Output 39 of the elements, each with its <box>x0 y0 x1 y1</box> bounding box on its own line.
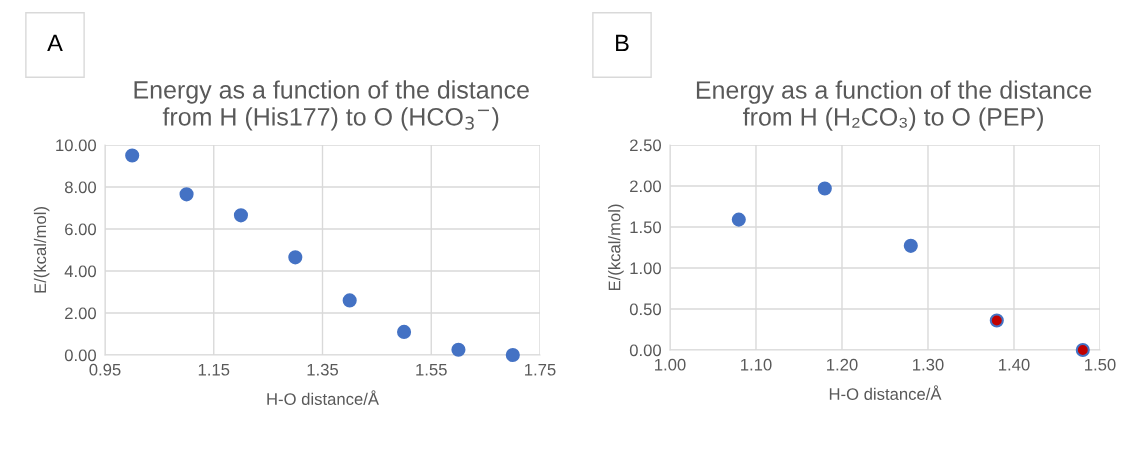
y-tick-label: 2.00 <box>65 307 97 320</box>
x-tick-label: 1.75 <box>525 363 556 376</box>
y-axis-title: E/(kcal/mol) <box>608 204 624 291</box>
point <box>505 347 520 363</box>
y-tick-label: 6.00 <box>65 223 97 236</box>
text: A <box>47 34 63 52</box>
point <box>125 148 140 163</box>
point <box>342 293 357 308</box>
y-tick-label: 10.00 <box>56 139 97 152</box>
y-tick-label: 1.50 <box>630 221 662 234</box>
point <box>288 250 303 265</box>
x-tick-label: 1.15 <box>198 363 230 376</box>
y-tick-label: 4.00 <box>64 265 97 278</box>
point <box>397 324 412 339</box>
y-tick-label: 0.50 <box>629 303 662 316</box>
y-tick-label: 1.00 <box>630 262 662 275</box>
y-tick-label: 2.00 <box>630 180 662 193</box>
y-tick-label: 0.00 <box>629 344 662 357</box>
chart-title: Energy as a function of the distance from H (His177) to O (HCO$_{3}$$^{−}$) <box>134 80 529 131</box>
x-tick-label: 1.00 <box>655 358 686 371</box>
x-tick-label: 1.30 <box>913 358 944 371</box>
x-axis-title: H-O distance/Å <box>267 390 379 405</box>
x-tick-label: 1.40 <box>999 358 1030 371</box>
y-tick-label: 0.00 <box>64 349 97 362</box>
chart-title: Energy as a function of the distance from H (H₂CO₃) to O (PEP) <box>696 80 1092 131</box>
point <box>179 187 194 202</box>
text: B <box>616 34 629 52</box>
x-tick-label: 1.20 <box>827 358 858 371</box>
x-tick-label: 1.10 <box>741 358 772 371</box>
x-tick-label: 1.55 <box>416 363 447 376</box>
x-tick-label: 1.35 <box>307 363 339 376</box>
y-axis-title: E/(kcal/mol) <box>33 207 50 293</box>
x-tick-label: 1.50 <box>1085 358 1116 371</box>
y-tick-label: 2.50 <box>630 139 662 152</box>
x-axis-title: H-O distance/Å <box>829 385 942 400</box>
point <box>451 342 466 357</box>
x-tick-label: 0.95 <box>89 363 121 376</box>
y-tick-label: 8.00 <box>64 181 97 194</box>
point <box>233 208 248 223</box>
